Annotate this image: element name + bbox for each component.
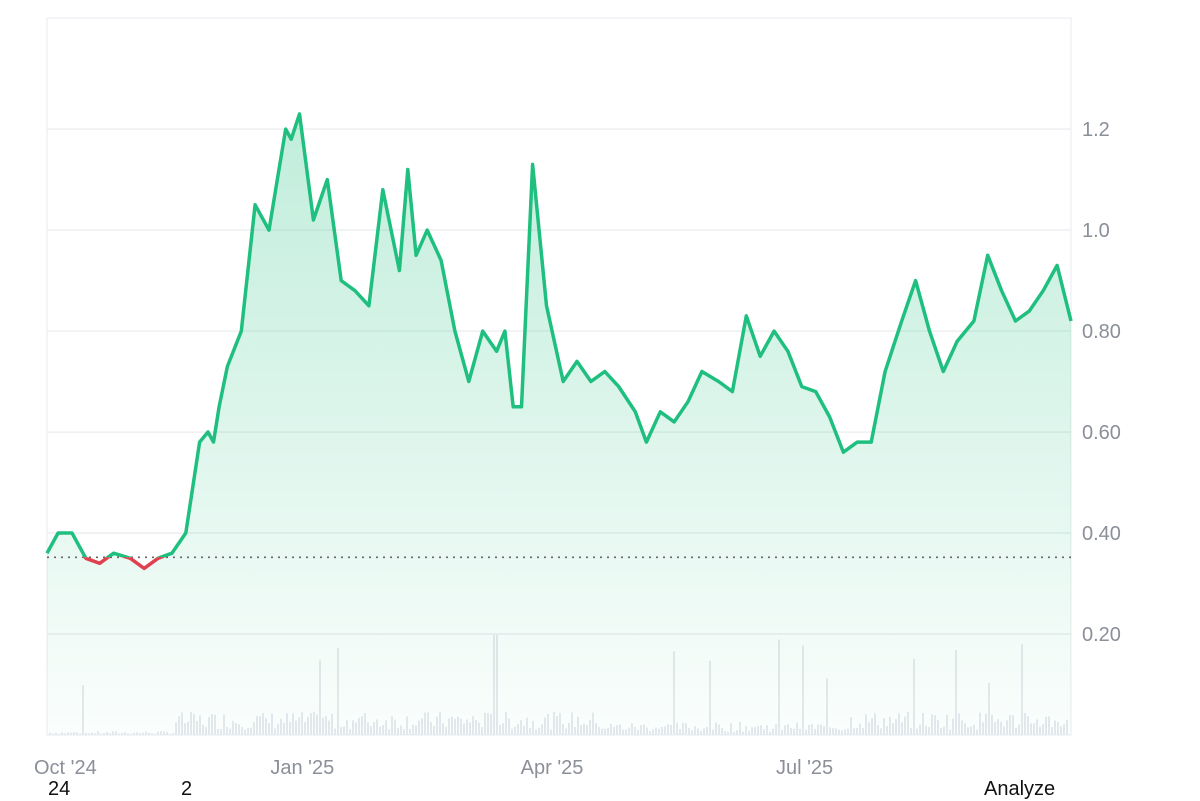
y-tick-label: 0.20: [1082, 624, 1121, 646]
y-tick-label: 1.0: [1082, 220, 1110, 242]
analyze-link[interactable]: Analyze: [984, 778, 1056, 800]
footer-left-label: 24: [48, 778, 71, 800]
x-tick-label: Jan '25: [270, 757, 334, 779]
x-tick-label: Jul '25: [776, 757, 833, 779]
y-axis-ticks: 1.2 1.0 0.80 0.60 0.40 0.20: [1082, 119, 1121, 646]
y-tick-label: 1.2: [1082, 119, 1110, 141]
y-tick-label: 0.80: [1082, 321, 1121, 343]
price-area-fill: [47, 113, 1071, 735]
x-tick-label: Oct '24: [34, 757, 97, 779]
y-tick-label: 0.40: [1082, 523, 1121, 545]
footer-middle-label: 2: [181, 778, 193, 800]
x-tick-label: Apr '25: [521, 757, 584, 779]
x-axis-ticks: Oct '24 Jan '25 Apr '25 Jul '25: [34, 757, 833, 779]
y-tick-label: 0.60: [1082, 422, 1121, 444]
price-line-above-baseline: [45, 112, 1073, 558]
